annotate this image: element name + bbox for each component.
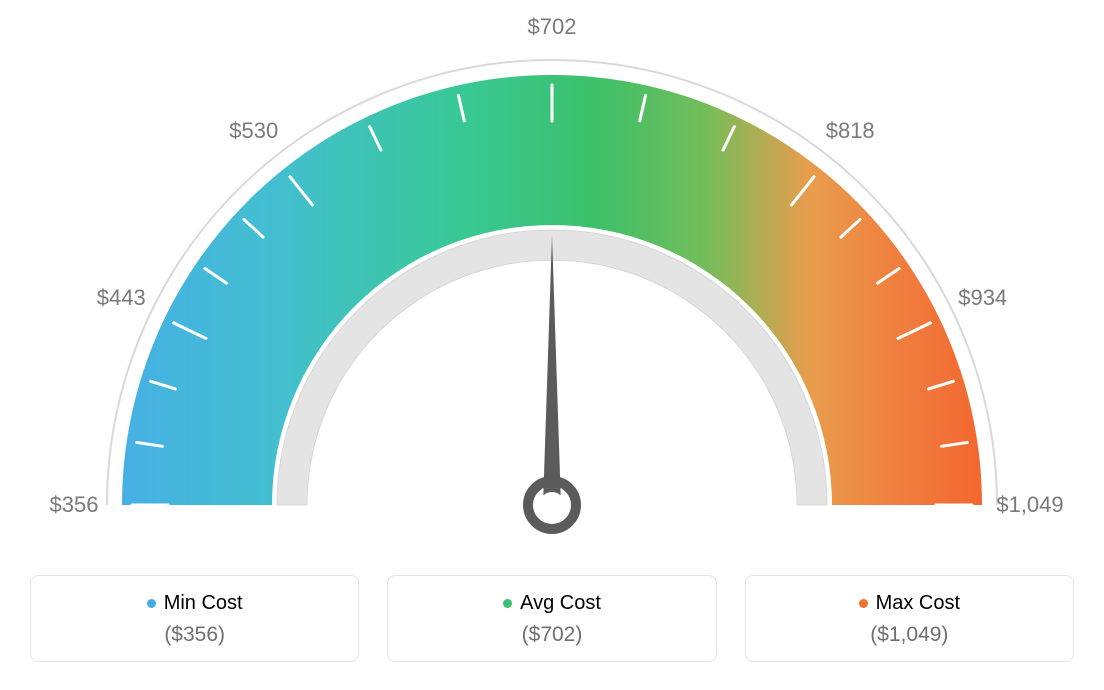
legend-dot-avg — [503, 599, 512, 608]
gauge-tick-label: $530 — [229, 118, 278, 144]
legend-value-min: ($356) — [31, 623, 358, 647]
cost-gauge: $356 $443 $530 $702 $818 $934 $1,049 — [0, 0, 1104, 560]
gauge-svg — [0, 0, 1104, 560]
legend-card-max: Max Cost ($1,049) — [745, 575, 1074, 662]
gauge-tick-label: $818 — [826, 118, 875, 144]
gauge-tick-label: $934 — [958, 285, 1007, 311]
legend-title-avg: Avg Cost — [503, 592, 601, 615]
legend-title-avg-text: Avg Cost — [520, 592, 601, 615]
gauge-tick-label: $356 — [50, 492, 99, 518]
legend-value-max: ($1,049) — [746, 623, 1073, 647]
gauge-tick-label: $1,049 — [996, 492, 1063, 518]
legend-row: Min Cost ($356) Avg Cost ($702) Max Cost… — [0, 575, 1104, 662]
legend-dot-max — [859, 599, 868, 608]
legend-card-min: Min Cost ($356) — [30, 575, 359, 662]
legend-dot-min — [147, 599, 156, 608]
legend-title-min-text: Min Cost — [164, 592, 243, 615]
gauge-tick-label: $443 — [97, 285, 146, 311]
gauge-tick-label: $702 — [528, 14, 577, 40]
legend-value-avg: ($702) — [388, 623, 715, 647]
legend-title-max: Max Cost — [859, 592, 960, 615]
legend-title-max-text: Max Cost — [876, 592, 960, 615]
legend-title-min: Min Cost — [147, 592, 243, 615]
legend-card-avg: Avg Cost ($702) — [387, 575, 716, 662]
